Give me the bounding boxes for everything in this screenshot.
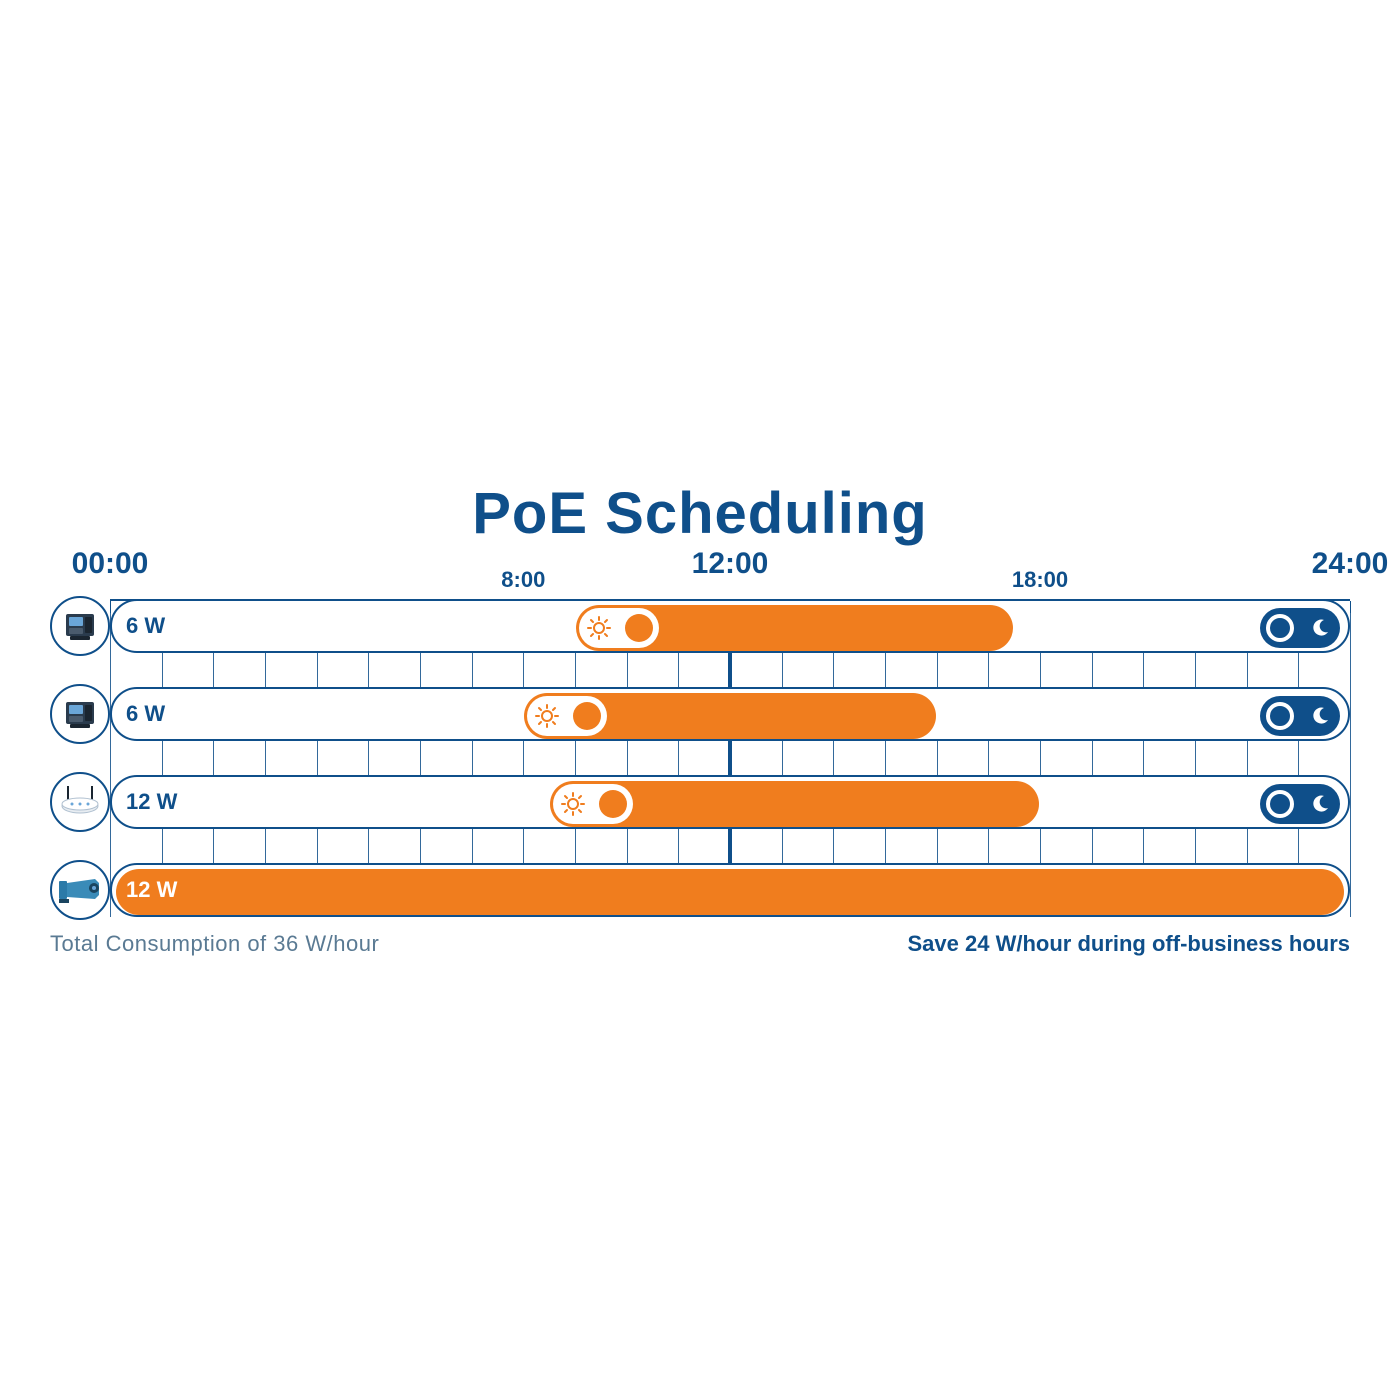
time-label: 00:00 [72,547,149,581]
time-label: 24:00 [1312,547,1389,581]
watt-label: 12 W [126,789,177,815]
phone-icon [50,596,110,656]
router-icon [50,772,110,832]
camera-icon [50,860,110,920]
moon-icon [1310,706,1330,726]
watt-label: 12 W [126,877,177,903]
moon-icon [1310,794,1330,814]
gridline [1350,601,1351,917]
schedule-row: 6 W [50,599,1350,653]
night-toggle[interactable] [1260,784,1340,824]
chart-title: PoE Scheduling [50,480,1350,547]
sun-icon [561,792,585,816]
schedule-row: 6 W [50,687,1350,741]
row-track [110,863,1350,917]
schedule-row: 12 W [50,863,1350,917]
row-track [110,775,1350,829]
time-label: 12:00 [692,547,769,581]
footer-right-text: Save 24 W/hour during off-business hours [908,931,1351,957]
day-toggle[interactable] [527,696,607,736]
time-label: 8:00 [501,567,545,593]
night-toggle[interactable] [1260,608,1340,648]
watt-label: 6 W [126,613,165,639]
time-label: 18:00 [1012,567,1068,593]
sun-icon [587,616,611,640]
day-toggle[interactable] [579,608,659,648]
footer-left-text: Total Consumption of 36 W/hour [50,931,379,957]
watt-label: 6 W [126,701,165,727]
schedule-row: 12 W [50,775,1350,829]
night-toggle[interactable] [1260,696,1340,736]
row-track [110,599,1350,653]
day-toggle[interactable] [553,784,633,824]
chart-footer: Total Consumption of 36 W/hour Save 24 W… [50,931,1350,961]
row-track [110,687,1350,741]
active-bar [116,869,1344,915]
schedule-chart: 6 W 6 W 12 W 12 W [50,599,1350,917]
phone-icon [50,684,110,744]
moon-icon [1310,618,1330,638]
timeline-labels: 00:008:0012:0018:0024:00 [50,547,1350,593]
sun-icon [535,704,559,728]
